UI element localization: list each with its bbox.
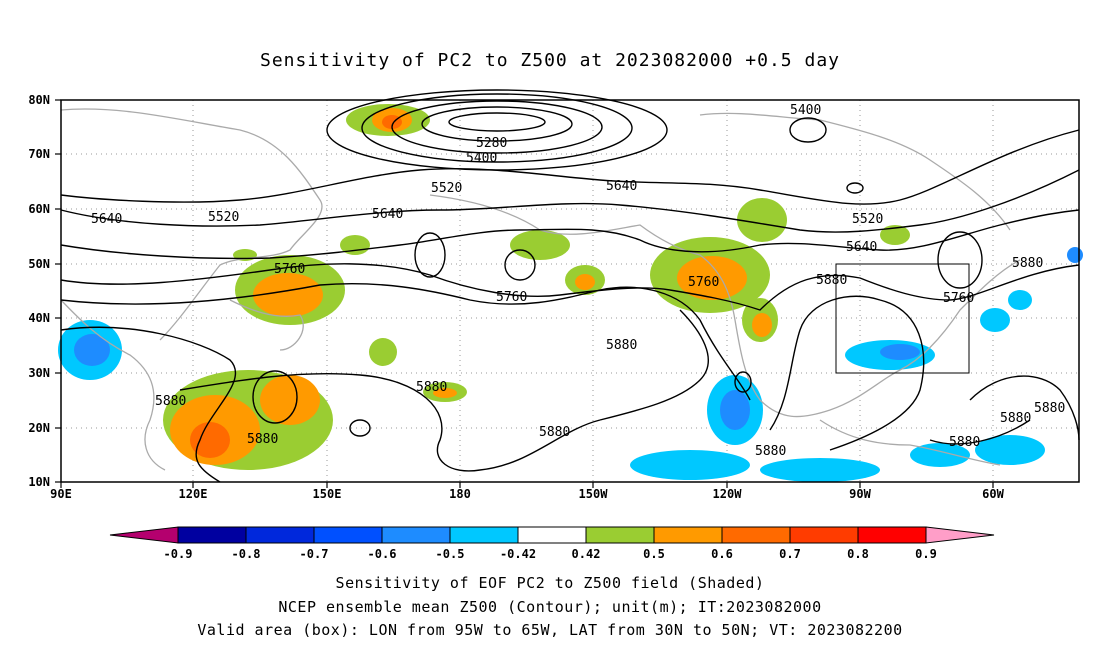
colorbar-tick-label: -0.6 <box>368 547 397 561</box>
valid-area-box <box>835 263 970 374</box>
colorbar-swatch <box>653 526 723 544</box>
lon-tick-label: 90E <box>50 487 72 501</box>
colorbar-tick-label: -0.42 <box>500 547 536 561</box>
colorbar-swatch <box>381 526 451 544</box>
contour-label: 5880 <box>816 273 847 288</box>
colorbar-left-arrow <box>109 526 179 544</box>
contour-label: 5640 <box>606 179 637 194</box>
footer-line-contour: NCEP ensemble mean Z500 (Contour); unit(… <box>278 598 822 616</box>
colorbar-tick-label: -0.7 <box>300 547 329 561</box>
contour-label: 5640 <box>372 207 403 222</box>
colorbar-tick-label: 0.9 <box>915 547 937 561</box>
contour-label: 5760 <box>274 262 305 277</box>
coastlines <box>60 108 1021 471</box>
lon-tick-label: 150W <box>579 487 609 501</box>
contour-label: 5880 <box>1012 256 1043 271</box>
contour-label: 5880 <box>1034 401 1065 416</box>
lat-tick-label: 30N <box>28 366 50 380</box>
lat-tick-label: 50N <box>28 257 50 271</box>
lon-tick-label: 180 <box>449 487 471 501</box>
map-frame <box>60 99 1080 483</box>
colorbar-swatch <box>721 526 791 544</box>
contour-label: 5760 <box>688 275 719 290</box>
contour-label: 5880 <box>606 338 637 353</box>
colorbar-tick-label: -0.5 <box>436 547 465 561</box>
colorbar-tick-label: -0.8 <box>232 547 261 561</box>
lat-tick-label: 10N <box>28 475 50 489</box>
colorbar-tick-label: 0.7 <box>779 547 801 561</box>
colorbar-tick-label: -0.9 <box>164 547 193 561</box>
map-title: Sensitivity of PC2 to Z500 at 2023082000… <box>259 50 840 71</box>
colorbar-swatch <box>585 526 655 544</box>
colorbar-swatch <box>789 526 859 544</box>
contour-label: 5280 <box>476 136 507 151</box>
contour-label: 5760 <box>496 290 527 305</box>
contour-label: 5520 <box>431 181 462 196</box>
lon-tick-label: 90W <box>849 487 871 501</box>
colorbar-tick-label: 0.8 <box>847 547 869 561</box>
contour-label: 5400 <box>466 151 497 166</box>
colorbar <box>109 526 995 544</box>
contour-label: 5880 <box>416 380 447 395</box>
lat-tick-label: 40N <box>28 311 50 325</box>
lat-tick-label: 80N <box>28 93 50 107</box>
positive-sensitivity-shading <box>163 104 910 470</box>
colorbar-swatch <box>313 526 383 544</box>
contour-label: 5880 <box>1000 411 1031 426</box>
contour-label: 5880 <box>155 394 186 409</box>
contour-label: 5880 <box>539 425 570 440</box>
colorbar-swatch <box>517 526 587 544</box>
footer-line-shading: Sensitivity of EOF PC2 to Z500 field (Sh… <box>335 574 765 592</box>
contour-label: 5880 <box>247 432 278 447</box>
contour-label: 5760 <box>943 291 974 306</box>
contour-label-group: 5280 5400 5520 5640 5760 5880 5400 5520 … <box>91 103 1065 459</box>
colorbar-tick-label: 0.5 <box>643 547 665 561</box>
colorbar-tick-label: 0.6 <box>711 547 733 561</box>
lon-tick-label: 120W <box>713 487 743 501</box>
contour-label: 5880 <box>755 444 786 459</box>
lat-tick-label: 60N <box>28 202 50 216</box>
colorbar-swatch <box>245 526 315 544</box>
colorbar-swatch <box>449 526 519 544</box>
colorbar-swatch <box>857 526 927 544</box>
footer-line-valid-area: Valid area (box): LON from 95W to 65W, L… <box>197 621 903 639</box>
lon-tick-label: 150E <box>313 487 342 501</box>
lon-tick-label: 60W <box>982 487 1004 501</box>
contour-label: 5400 <box>790 103 821 118</box>
z500-contours <box>60 89 1080 483</box>
negative-sensitivity-shading <box>58 247 1083 482</box>
lon-tick-label: 120E <box>179 487 208 501</box>
contour-label: 5640 <box>91 212 122 227</box>
contour-label: 5520 <box>208 210 239 225</box>
lat-tick-label: 70N <box>28 147 50 161</box>
colorbar-swatch <box>177 526 247 544</box>
lat-tick-label: 20N <box>28 421 50 435</box>
contour-label: 5640 <box>846 240 877 255</box>
latitude-axis: 80N 70N 60N 50N 40N 30N 20N 10N <box>28 93 50 489</box>
contour-label: 5520 <box>852 212 883 227</box>
colorbar-tick-label: 0.42 <box>572 547 601 561</box>
colorbar-labels: -0.9 -0.8 -0.7 -0.6 -0.5 -0.42 0.42 0.5 0.6 0.7 0.… <box>164 547 937 561</box>
contour-label: 5880 <box>949 435 980 450</box>
longitude-axis: 90E 120E 150E 180 150W 120W 90W 60W <box>50 487 1004 501</box>
colorbar-right-arrow <box>925 526 995 544</box>
